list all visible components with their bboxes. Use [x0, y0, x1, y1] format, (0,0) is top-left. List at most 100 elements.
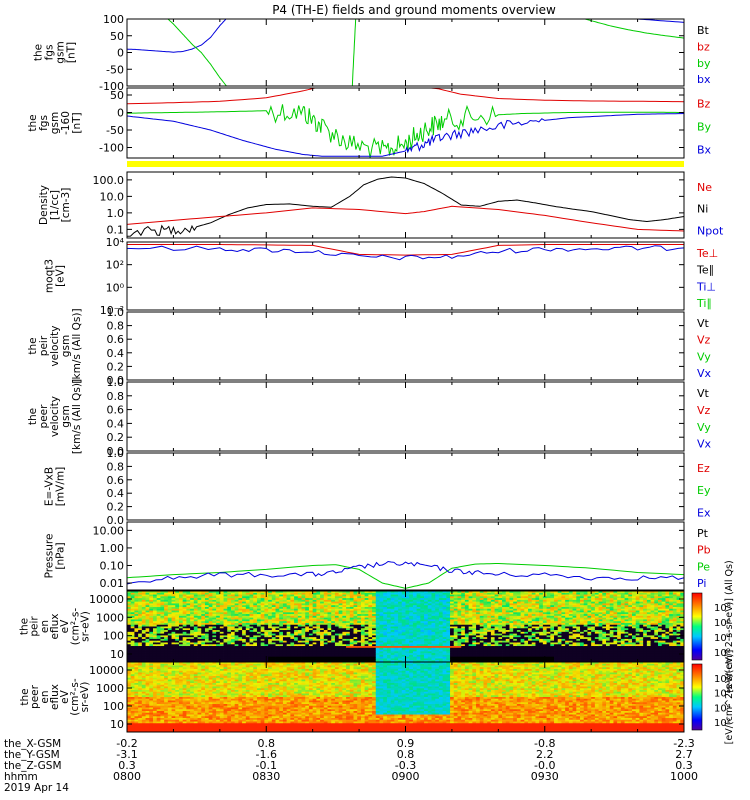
spectrogram-cell	[416, 606, 421, 610]
spectrogram-cell	[312, 638, 317, 642]
spectrogram-cell	[479, 624, 484, 627]
spectrogram-cell	[334, 626, 340, 629]
spectrogram-cell	[260, 651, 265, 654]
legend-entry: Vt	[697, 317, 710, 330]
spectrogram-cell	[420, 622, 425, 626]
spectrogram-cell	[245, 658, 250, 661]
spectrogram-cell	[219, 635, 224, 638]
spectrogram-cell	[171, 640, 176, 643]
spectrogram-cell	[164, 599, 169, 603]
spectrogram-cell	[294, 628, 299, 631]
spectrogram-cell	[230, 630, 236, 633]
spectrogram-cell	[483, 596, 488, 599]
spectrogram-cell	[331, 610, 336, 613]
spectrogram-cell	[134, 603, 139, 606]
spectrogram-cell	[390, 614, 395, 617]
spectrogram-cell	[286, 619, 291, 622]
spectrogram-cell	[461, 592, 466, 595]
spectrogram-cell	[223, 637, 228, 640]
spectrogram-cell	[275, 658, 280, 661]
spectrogram-cell	[383, 653, 388, 656]
spectrogram-cell	[256, 628, 262, 631]
spectrogram-cell	[438, 610, 444, 613]
spectrogram-cell	[290, 653, 295, 656]
spectrogram-cell	[238, 598, 243, 601]
spectrogram-cell	[312, 606, 317, 610]
spectrogram-cell	[450, 608, 455, 611]
spectrogram-cell	[372, 628, 377, 631]
spectrogram-cell	[424, 624, 429, 627]
spectrogram-cell	[242, 601, 247, 604]
spectrogram-cell	[390, 637, 395, 640]
spectrogram-cell	[249, 646, 254, 649]
spectrogram-cell	[223, 612, 228, 615]
spectrogram-cell	[149, 594, 154, 597]
spectrogram-cell	[141, 651, 146, 654]
spectrogram-cell	[401, 654, 406, 658]
spectrogram-cell	[286, 642, 291, 645]
spectrogram-cell	[294, 656, 299, 659]
spectrogram-cell	[279, 626, 284, 629]
spectrogram-cell	[375, 649, 380, 652]
spectrogram-cell	[450, 621, 455, 624]
spectrogram-cell	[294, 644, 299, 647]
spectrogram-cell	[282, 644, 288, 647]
spectrogram-cell	[320, 610, 325, 613]
spectrogram-cell	[398, 656, 403, 659]
spectrogram-cell	[197, 637, 202, 640]
spectrogram-cell	[357, 612, 362, 615]
spectrogram-cell	[127, 621, 132, 624]
spectrogram-cell	[160, 654, 165, 658]
spectrogram-cell	[138, 656, 143, 659]
spectrogram-cell	[301, 658, 306, 661]
spectrogram-cell	[457, 614, 462, 617]
y-tick-label: 0.2	[107, 501, 125, 514]
spectrogram-cell	[331, 612, 336, 615]
spectrogram-cell	[305, 647, 310, 650]
spectrogram-cell	[282, 633, 288, 636]
spectrogram-cell	[394, 647, 399, 650]
spectrogram-cell	[297, 624, 302, 627]
spectrogram-cell	[383, 631, 388, 634]
spectrogram-cell	[201, 633, 206, 636]
spectrogram-cell	[412, 614, 418, 617]
spectrogram-cell	[178, 601, 184, 604]
spectrogram-cell	[138, 594, 143, 597]
spectrogram-cell	[178, 646, 184, 649]
spectrogram-cell	[238, 624, 243, 627]
spectrogram-cell	[416, 630, 421, 633]
spectrogram-cell	[282, 637, 288, 640]
spectrogram-cell	[342, 630, 347, 633]
spectrogram-cell	[476, 619, 481, 622]
spectrogram-cell	[323, 630, 328, 633]
spectrogram-cell	[245, 615, 250, 619]
spectrogram-cell	[190, 596, 195, 599]
spectrogram-cell	[279, 647, 284, 650]
spectrogram-cell	[416, 635, 421, 638]
figure-title: P4 (TH-E) fields and ground moments over…	[272, 3, 556, 17]
spectrogram-cell	[323, 651, 328, 654]
spectrogram-cell	[249, 608, 254, 611]
spectrogram-cell	[230, 603, 236, 606]
spectrogram-cell	[383, 614, 388, 617]
spectrogram-cell	[476, 656, 481, 659]
spectrogram-cell	[316, 649, 321, 652]
spectrogram-cell	[156, 610, 161, 613]
spectrogram-cell	[279, 649, 284, 652]
spectrogram-cell	[398, 617, 403, 620]
spectrogram-cell	[416, 592, 421, 595]
spectrogram-cell	[264, 615, 269, 619]
spectrogram-cell	[390, 596, 395, 599]
spectrogram-cell	[167, 633, 172, 636]
spectrogram-cell	[134, 621, 139, 624]
spectrogram-cell	[320, 630, 325, 633]
spectrogram-cell	[245, 614, 250, 617]
spectrogram-cell	[245, 608, 250, 611]
spectrogram-cell	[360, 614, 366, 617]
spectrogram-cell	[294, 594, 299, 597]
spectrogram-cell	[453, 624, 458, 627]
spectrogram-cell	[234, 651, 239, 654]
spectrogram-cell	[409, 601, 414, 604]
y-axis-label-line: [nT]	[66, 42, 78, 63]
spectrogram-cell	[167, 656, 172, 659]
